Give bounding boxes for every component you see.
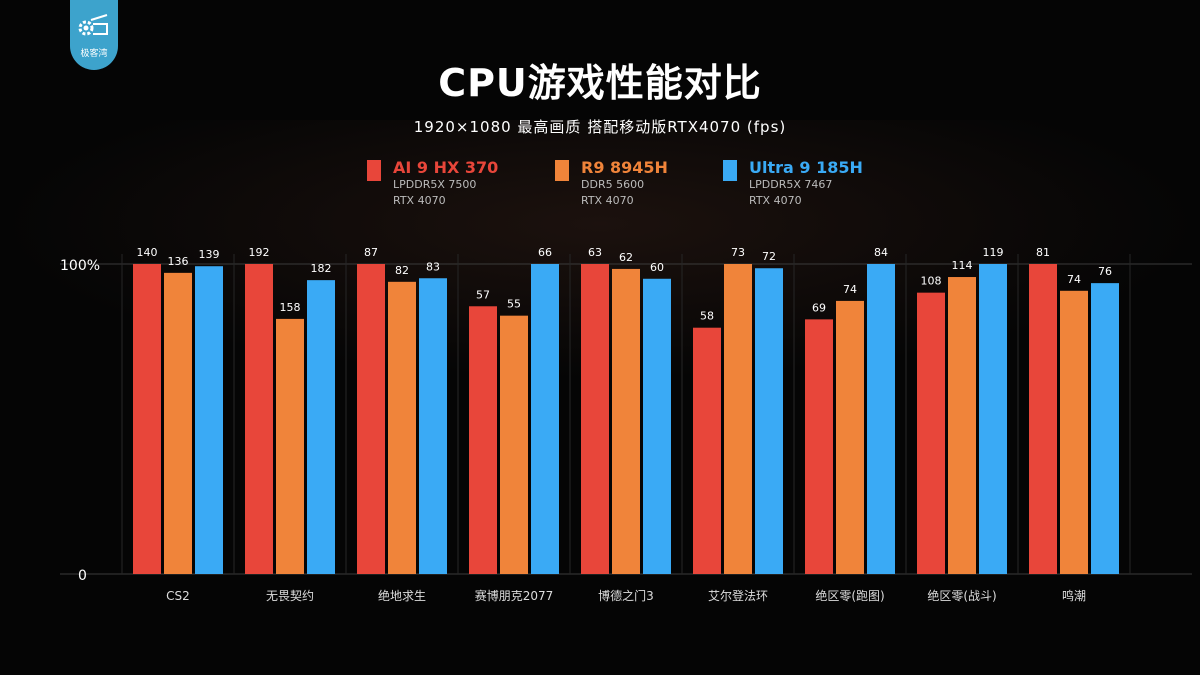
data-label: 62: [619, 251, 633, 264]
data-label: 58: [700, 310, 714, 323]
xtick-label: 艾尔登法环: [708, 588, 768, 603]
bar: [1060, 290, 1088, 574]
bar: [643, 278, 671, 574]
legend-gpu: RTX 4070: [749, 194, 802, 207]
data-label: 72: [762, 250, 776, 263]
legend-swatch: [367, 160, 381, 181]
bar: [245, 264, 273, 574]
data-label: 192: [249, 246, 270, 259]
legend-item-1: R9 8945H DDR5 5600 RTX 4070: [555, 158, 668, 209]
bar: [948, 277, 976, 574]
bar: [469, 306, 497, 574]
xtick-label: 绝地求生: [378, 588, 426, 603]
data-label: 74: [843, 283, 857, 296]
data-label: 108: [921, 275, 942, 288]
legend-name: Ultra 9 185H: [749, 158, 863, 177]
ytick-label: 100%: [60, 258, 100, 274]
bar: [531, 264, 559, 574]
bar: [693, 327, 721, 574]
data-label: 66: [538, 246, 552, 259]
data-label: 82: [395, 264, 409, 277]
bar: [917, 292, 945, 574]
data-label: 182: [311, 262, 332, 275]
bar: [581, 264, 609, 574]
bar: [276, 318, 304, 574]
data-label: 63: [588, 246, 602, 259]
data-label: 87: [364, 246, 378, 259]
bar: [419, 278, 447, 574]
xtick-label: 绝区零(跑图): [815, 588, 884, 603]
data-label: 83: [426, 260, 440, 273]
logo-text: 极客湾: [80, 49, 108, 59]
data-label: 114: [952, 259, 973, 272]
bar: [388, 281, 416, 574]
legend-item-0: AI 9 HX 370 LPDDR5X 7500 RTX 4070: [367, 158, 498, 209]
data-label: 136: [168, 255, 189, 268]
bar: [164, 272, 192, 574]
legend-memory: DDR5 5600: [581, 178, 645, 191]
ytick-label: 0: [78, 568, 87, 584]
data-label: 76: [1098, 265, 1112, 278]
bar: [612, 268, 640, 574]
bar: [805, 319, 833, 574]
legend-gpu: RTX 4070: [581, 194, 634, 207]
bar: [500, 315, 528, 574]
chart-title: CPU游戏性能对比: [438, 61, 762, 105]
logo-gear-icon: [78, 14, 108, 36]
data-label: 158: [280, 301, 301, 314]
bar: [979, 264, 1007, 574]
data-label: 57: [476, 288, 490, 301]
bar: [1091, 283, 1119, 574]
legend-memory: LPDDR5X 7500: [393, 178, 477, 191]
legend-swatch: [555, 160, 569, 181]
data-label: 140: [137, 246, 158, 259]
bar: [195, 266, 223, 574]
legend-name: AI 9 HX 370: [393, 158, 499, 177]
xtick-label: 博德之门3: [598, 588, 654, 603]
logo: 极客湾: [70, 0, 118, 70]
data-label: 60: [650, 261, 664, 274]
bar: [307, 280, 335, 574]
data-label: 81: [1036, 246, 1050, 259]
bar: [724, 264, 752, 574]
legend-name: R9 8945H: [581, 158, 668, 177]
xtick-label: 绝区零(战斗): [927, 588, 996, 603]
bar: [867, 264, 895, 574]
data-label: 119: [983, 246, 1004, 259]
legend-item-2: Ultra 9 185H LPDDR5X 7467 RTX 4070: [723, 158, 863, 209]
bar: [357, 264, 385, 574]
data-label: 55: [507, 298, 521, 311]
legend-gpu: RTX 4070: [393, 194, 446, 207]
bar: [133, 264, 161, 574]
xtick-label: CS2: [166, 589, 190, 603]
legend-memory: LPDDR5X 7467: [749, 178, 833, 191]
data-label: 69: [812, 301, 826, 314]
bar: [1029, 264, 1057, 574]
data-label: 139: [199, 248, 220, 261]
bar: [755, 268, 783, 574]
data-label: 73: [731, 246, 745, 259]
data-label: 84: [874, 246, 888, 259]
xtick-label: 鸣潮: [1062, 588, 1086, 603]
xtick-label: 无畏契约: [266, 588, 314, 603]
xtick-label: 赛博朋克2077: [475, 588, 554, 603]
chart-subtitle: 1920×1080 最高画质 搭配移动版RTX4070 (fps): [413, 118, 787, 136]
data-label: 74: [1067, 273, 1081, 286]
legend-swatch: [723, 160, 737, 181]
bar: [836, 300, 864, 574]
